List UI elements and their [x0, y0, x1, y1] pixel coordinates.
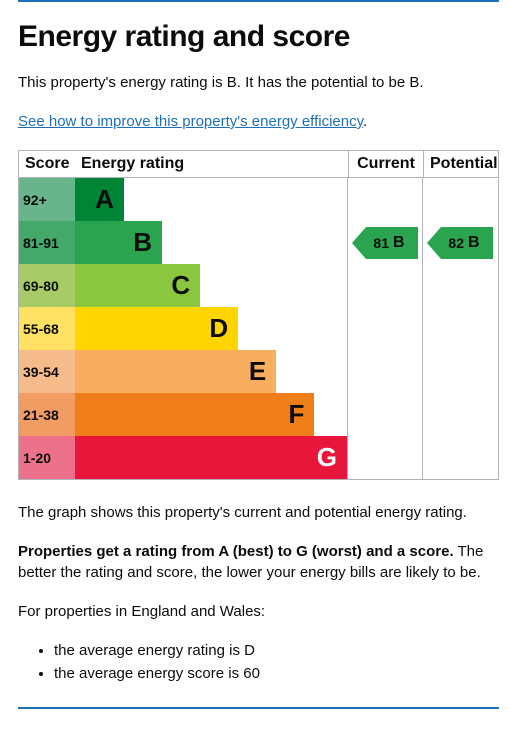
rating-row-f: 21-38F: [19, 393, 498, 436]
score-range: 21-38: [19, 393, 75, 436]
score-range: 39-54: [19, 350, 75, 393]
header-current: Current: [348, 151, 423, 177]
avg-bullet: the average energy score is 60: [54, 663, 499, 686]
bar-cell: C: [75, 264, 498, 307]
rating-bar-c: C: [75, 264, 200, 307]
header-potential: Potential: [423, 151, 498, 177]
rating-row-a: 92+A: [19, 178, 498, 221]
gridline-potential: [422, 178, 423, 479]
score-range: 92+: [19, 178, 75, 221]
bottom-rule: [18, 707, 499, 709]
chart-caption: The graph shows this property's current …: [18, 502, 499, 523]
bar-cell: F: [75, 393, 498, 436]
rating-bar-e: E: [75, 350, 276, 393]
avg-bullets: the average energy rating is Dthe averag…: [18, 640, 499, 685]
current-arrow: 81B: [352, 227, 418, 259]
top-rule: [18, 0, 499, 2]
rating-bar-f: F: [75, 393, 314, 436]
rating-bar-d: D: [75, 307, 238, 350]
page-title: Energy rating and score: [18, 20, 499, 54]
score-range: 69-80: [19, 264, 75, 307]
explain-text: Properties get a rating from A (best) to…: [18, 541, 499, 583]
bar-cell: G: [75, 436, 498, 479]
improve-efficiency-link[interactable]: See how to improve this property's energ…: [18, 113, 363, 130]
score-range: 55-68: [19, 307, 75, 350]
bar-cell: A: [75, 178, 498, 221]
bar-cell: D: [75, 307, 498, 350]
bar-cell: E: [75, 350, 498, 393]
header-rating: Energy rating: [75, 151, 348, 177]
potential-arrow-label: 82B: [439, 227, 489, 259]
avg-bullet: the average energy rating is D: [54, 640, 499, 663]
avg-intro: For properties in England and Wales:: [18, 601, 499, 622]
score-range: 81-91: [19, 221, 75, 264]
chart-rows: 92+A81-91B69-80C55-68D39-54E21-38F1-20G 8…: [19, 178, 498, 479]
rating-bar-a: A: [75, 178, 124, 221]
gridline-current: [347, 178, 348, 479]
energy-rating-chart: Score Energy rating Current Potential 92…: [18, 150, 499, 480]
rating-row-g: 1-20G: [19, 436, 498, 479]
rating-row-d: 55-68D: [19, 307, 498, 350]
current-arrow-label: 81B: [364, 227, 414, 259]
rating-bar-b: B: [75, 221, 162, 264]
rating-row-e: 39-54E: [19, 350, 498, 393]
header-score: Score: [19, 151, 75, 177]
intro-text: This property's energy rating is B. It h…: [18, 72, 499, 93]
score-range: 1-20: [19, 436, 75, 479]
rating-bar-g: G: [75, 436, 347, 479]
explain-bold: Properties get a rating from A (best) to…: [18, 543, 454, 560]
rating-row-c: 69-80C: [19, 264, 498, 307]
potential-arrow: 82B: [427, 227, 493, 259]
chart-header: Score Energy rating Current Potential: [19, 150, 498, 178]
